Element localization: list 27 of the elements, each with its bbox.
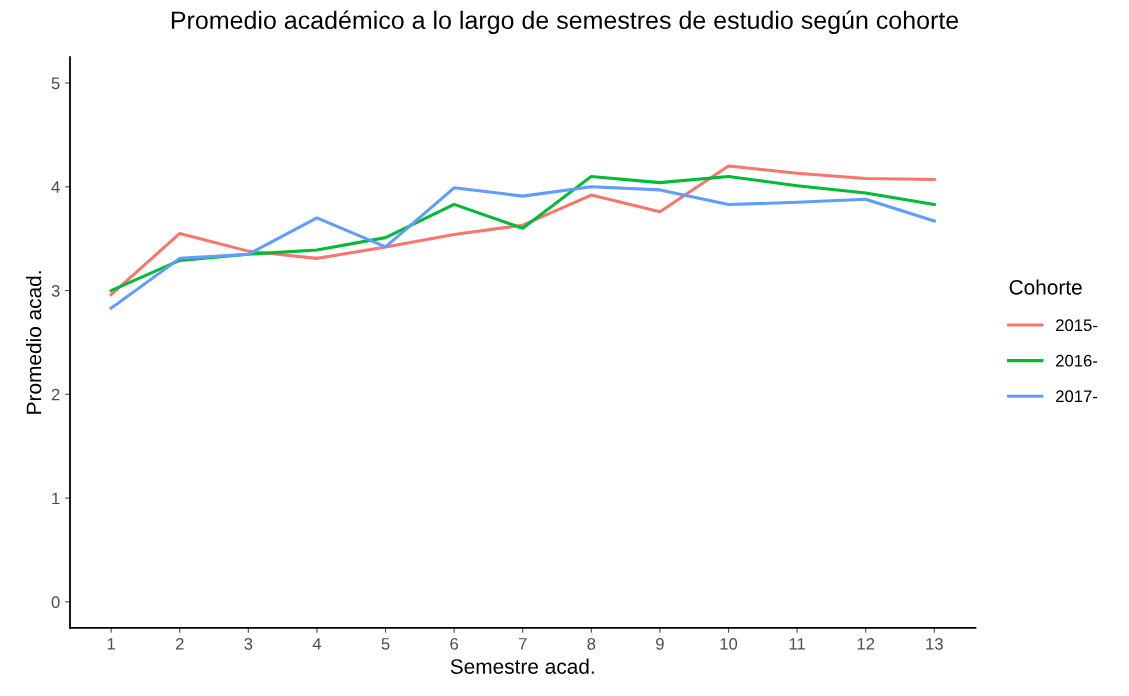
chart-title: Promedio académico a lo largo de semestres de estudio según cohorte bbox=[171, 10, 959, 35]
x-tick-label: 5 bbox=[381, 638, 390, 650]
x-tick-label: 7 bbox=[518, 638, 527, 650]
y-tick-label: 0 bbox=[51, 596, 60, 609]
x-tick-label: 8 bbox=[587, 637, 596, 650]
x-tick-label: 9 bbox=[656, 637, 664, 650]
y-tick-label: 3 bbox=[51, 284, 60, 297]
x-tick-label: 1 bbox=[107, 638, 115, 650]
x-tick-label: 2 bbox=[175, 637, 184, 650]
x-tick-label: 12 bbox=[857, 637, 875, 650]
y-tick-label: 1 bbox=[52, 492, 60, 505]
legend-label: 2017- bbox=[1056, 390, 1098, 403]
legend-label: 2015- bbox=[1056, 319, 1098, 332]
x-axis-title: Semestre acad. bbox=[450, 658, 594, 674]
x-tick-label: 13 bbox=[926, 637, 943, 650]
x-tick-label: 11 bbox=[789, 638, 805, 650]
legend-title: Cohorte bbox=[1009, 279, 1082, 295]
x-tick-label: 3 bbox=[244, 637, 253, 650]
x-tick-label: 6 bbox=[450, 637, 459, 650]
line-series bbox=[109, 185, 936, 310]
y-tick-label: 4 bbox=[51, 181, 60, 193]
legend-label: 2016- bbox=[1056, 354, 1098, 367]
y-tick-label: 5 bbox=[51, 77, 60, 90]
y-axis-title: Promedio acad. bbox=[26, 271, 42, 414]
x-tick-label: 4 bbox=[312, 638, 322, 650]
y-tick-label: 2 bbox=[51, 388, 60, 401]
x-tick-label: 10 bbox=[720, 637, 738, 650]
